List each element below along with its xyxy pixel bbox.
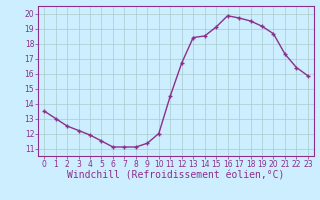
X-axis label: Windchill (Refroidissement éolien,°C): Windchill (Refroidissement éolien,°C) — [67, 171, 285, 181]
